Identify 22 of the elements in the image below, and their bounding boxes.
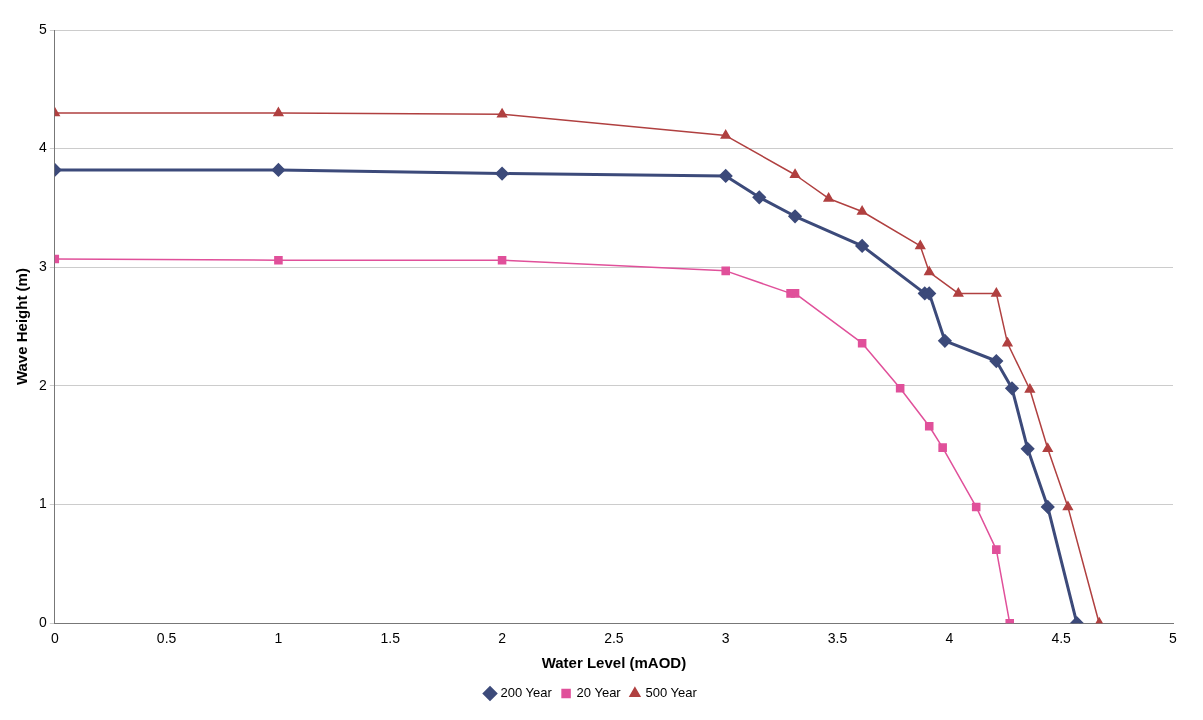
x-tick-label: 1 (274, 630, 283, 647)
y-axis-title: Wave Height (m) (13, 268, 31, 386)
legend-label: 200 Year (500, 685, 553, 701)
y-tick-label: 3 (38, 258, 47, 275)
x-axis-title: Water Level (mAOD) (541, 654, 687, 672)
legend-label: 500 Year (645, 685, 698, 701)
x-tick-label: 4.5 (1051, 630, 1072, 647)
x-tick-label: 2 (498, 630, 507, 647)
y-tick-label: 2 (38, 376, 47, 393)
legend-label: 20 Year (576, 685, 622, 701)
y-tick-label: 4 (38, 139, 47, 156)
y-tick-label: 0 (38, 614, 47, 631)
x-tick-label: 2.5 (604, 630, 624, 647)
x-tick-label: 0.5 (156, 630, 177, 647)
y-tick-label: 5 (38, 20, 47, 37)
x-tick-label: 1.5 (380, 630, 401, 647)
x-tick-label: 4 (945, 630, 954, 647)
x-tick-label: 3 (721, 630, 730, 647)
x-tick-label: 0 (50, 630, 59, 647)
y-tick-label: 1 (38, 495, 47, 512)
x-tick-label: 5 (1169, 630, 1178, 647)
x-tick-label: 3.5 (827, 630, 848, 647)
